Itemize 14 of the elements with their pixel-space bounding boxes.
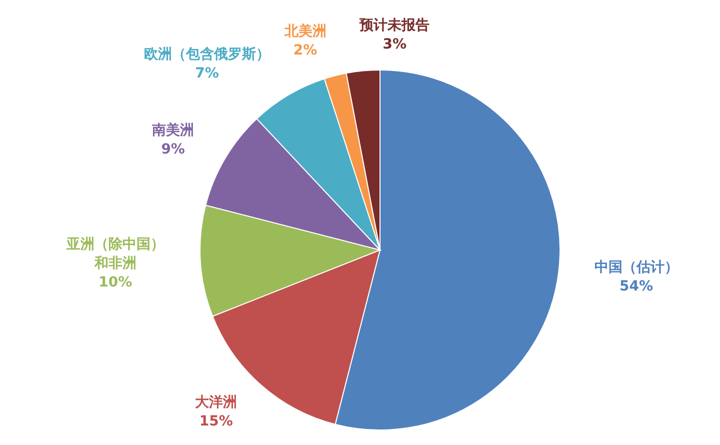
slice-label: 中国（估计） [594, 259, 678, 276]
slice-label: 欧洲（包含俄罗斯） [144, 46, 270, 62]
data-label: 10% [98, 274, 132, 290]
slice-label: 预计未报告 [358, 17, 430, 34]
slice-label: 北美洲 [283, 22, 326, 40]
data-label: 3% [382, 36, 407, 52]
data-label: 9% [161, 141, 185, 158]
slice-label: 南美洲 [151, 121, 194, 138]
data-label: 54% [620, 278, 654, 294]
slice-label: 亚洲（除中国）和非洲 [65, 236, 164, 272]
slice-label: 大洋洲 [195, 394, 238, 410]
data-label: 7% [195, 65, 219, 82]
data-label: 15% [199, 413, 233, 430]
data-label: 2% [293, 42, 318, 58]
